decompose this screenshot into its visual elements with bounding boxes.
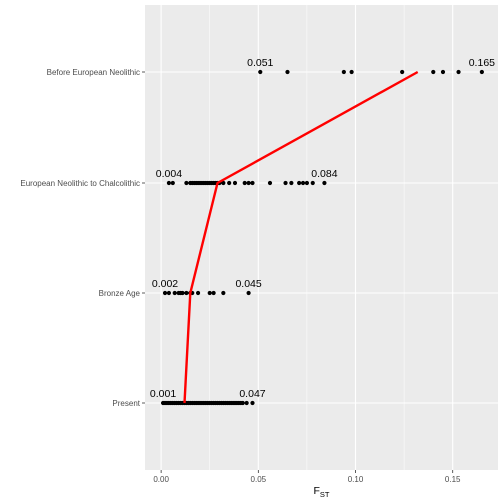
x-axis-title: FST [313, 485, 329, 499]
trend-line-group [183, 70, 419, 404]
data-label: 0.045 [235, 278, 261, 290]
data-point [172, 290, 177, 296]
data-point [258, 69, 263, 75]
data-point [322, 180, 327, 186]
plot-panel [145, 5, 498, 470]
data-label: 0.165 [469, 57, 495, 69]
major-gridlines [145, 5, 498, 470]
x-tick-label: 0.15 [445, 475, 461, 484]
y-tick-label: Before European Neolithic [47, 68, 140, 77]
x-tick-label: 0.05 [251, 475, 267, 484]
data-point [221, 180, 226, 186]
data-label: 0.084 [311, 168, 337, 180]
y-tick-label: European Neolithic to Chalcolithic [20, 179, 140, 188]
data-point [400, 69, 405, 75]
data-point [180, 290, 185, 296]
data-point [221, 290, 226, 296]
data-point [304, 180, 310, 186]
data-point [250, 400, 255, 406]
data-point [207, 290, 212, 296]
data-point [227, 180, 232, 186]
data-point [297, 180, 302, 186]
data-point [211, 290, 216, 296]
trend-line [183, 70, 419, 404]
y-tick-label: Bronze Age [99, 289, 141, 298]
x-axis-title-subscript: ST [320, 490, 330, 499]
data-label: 0.047 [239, 388, 265, 400]
data-point [440, 69, 446, 75]
data-point [267, 180, 273, 186]
data-point [250, 180, 255, 186]
data-labels: 0.001 0.047 0.002 0.045 0.004 0.084 0.051 0.165 [150, 57, 495, 400]
y-axis: Present Bronze Age European Neolithic to C… [20, 68, 145, 408]
data-point [184, 180, 189, 186]
data-point [289, 180, 294, 186]
data-point [283, 180, 288, 186]
data-point [170, 180, 175, 186]
data-point [349, 69, 354, 75]
data-point [195, 290, 201, 296]
data-point [244, 400, 249, 406]
x-axis-title-main: F [313, 485, 319, 497]
data-point [242, 180, 247, 186]
data-point [232, 180, 238, 186]
data-point [246, 180, 251, 186]
data-point [310, 180, 315, 186]
data-point [246, 290, 251, 296]
minor-gridlines [209, 5, 405, 470]
data-label: 0.002 [152, 278, 178, 290]
data-point [240, 400, 245, 406]
data-point [166, 290, 172, 296]
x-axis: 0.00 0.05 0.10 0.15 [153, 470, 461, 484]
data-label: 0.001 [150, 388, 176, 400]
x-tick-label: 0.00 [153, 475, 169, 484]
data-point [431, 69, 436, 75]
data-point [479, 69, 484, 75]
data-point [184, 290, 189, 296]
y-tick-label: Present [112, 399, 140, 408]
data-point [341, 69, 346, 75]
data-point [285, 69, 290, 75]
data-label: 0.051 [247, 57, 273, 69]
x-tick-label: 0.10 [348, 475, 364, 484]
data-point [300, 180, 306, 186]
data-point [166, 180, 172, 186]
data-point [162, 290, 168, 296]
data-point [456, 69, 461, 75]
data-label: 0.004 [156, 168, 182, 180]
